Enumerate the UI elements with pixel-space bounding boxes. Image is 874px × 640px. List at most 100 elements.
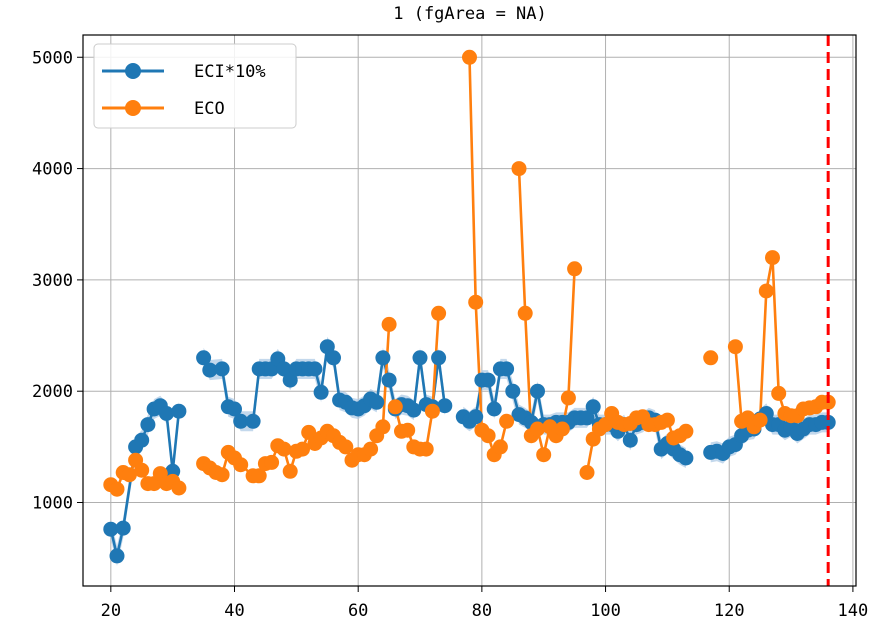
- data-point-eco: [264, 454, 280, 470]
- data-point-eci: [437, 398, 453, 414]
- data-point-eco: [598, 417, 613, 433]
- data-point-eco: [703, 350, 719, 366]
- data-point-eco: [560, 390, 576, 406]
- legend: ECI*10% ECO: [93, 43, 297, 129]
- data-point-eci: [326, 350, 341, 366]
- data-point-eci: [245, 413, 261, 429]
- data-point-eci: [307, 361, 323, 377]
- legend-marker-eco: [125, 100, 141, 116]
- x-tick-label: 40: [224, 601, 244, 621]
- data-point-eci: [276, 361, 292, 377]
- y-tick-label: 1000: [32, 494, 73, 514]
- data-point-eci: [109, 548, 125, 564]
- data-point-eco: [233, 457, 249, 473]
- data-point-eci: [214, 361, 230, 377]
- data-point-eci: [412, 350, 428, 366]
- data-point-eci: [579, 410, 595, 426]
- legend-label-eco: ECO: [194, 99, 225, 119]
- data-point-eci: [585, 399, 601, 415]
- series-line-eco: [517, 168, 576, 457]
- data-point-eci: [381, 372, 397, 388]
- series-line-eco: [468, 57, 508, 457]
- x-tick-label: 80: [472, 601, 492, 621]
- chart-title: 1 (fgArea = NA): [393, 4, 547, 24]
- data-point-eci: [319, 339, 335, 355]
- data-point-eco: [276, 441, 292, 457]
- data-point-eco: [400, 422, 416, 438]
- data-point-eci: [505, 383, 521, 399]
- data-point-eco: [659, 412, 675, 428]
- y-tick-label: 4000: [32, 160, 73, 180]
- data-point-eci: [678, 450, 694, 466]
- axis-ticks: 20 40 60 80 100 120 140 1000 2000 3000 4000 5000: [32, 48, 868, 621]
- x-tick-label: 20: [101, 601, 121, 621]
- data-point-eco: [251, 468, 267, 484]
- data-point-eci: [622, 432, 638, 448]
- data-point-eco: [480, 428, 496, 444]
- data-point-eci: [313, 384, 329, 400]
- data-point-eco: [363, 441, 379, 457]
- data-point-eci: [140, 417, 156, 433]
- data-point-eci: [196, 350, 212, 366]
- data-point-eco: [121, 467, 137, 483]
- data-point-eci: [468, 409, 484, 425]
- data-point-eci: [115, 520, 131, 536]
- y-tick-label: 2000: [32, 382, 73, 402]
- data-point-eco: [771, 385, 787, 401]
- series-markers: [103, 49, 836, 564]
- y-tick-label: 3000: [32, 271, 73, 291]
- data-point-eci: [103, 521, 119, 537]
- data-point-eco: [579, 465, 595, 480]
- data-point-eco: [752, 412, 768, 428]
- data-point-eci: [171, 403, 187, 419]
- data-point-eco: [282, 463, 298, 479]
- data-point-eco: [499, 413, 515, 429]
- data-point-eci: [375, 350, 391, 366]
- data-point-eci: [431, 350, 447, 366]
- data-point-eco: [381, 316, 397, 332]
- data-point-eco: [418, 441, 434, 457]
- data-point-eci: [480, 372, 496, 388]
- data-point-eci: [202, 362, 218, 378]
- legend-label-eci: ECI*10%: [194, 62, 266, 82]
- data-point-eco: [727, 339, 743, 355]
- data-point-eco: [424, 403, 440, 419]
- data-point-eco: [554, 421, 570, 437]
- data-point-eco: [468, 294, 484, 310]
- data-point-eco: [295, 441, 310, 457]
- data-point-eco: [765, 250, 780, 266]
- plot-frame: [82, 34, 857, 587]
- data-point-eco: [301, 424, 317, 440]
- y-tick-label: 5000: [32, 48, 73, 68]
- x-tick-label: 140: [838, 601, 869, 621]
- data-point-eco: [109, 481, 125, 497]
- data-point-eco: [517, 305, 533, 321]
- data-point-eco: [214, 467, 230, 483]
- data-point-eco: [492, 439, 508, 455]
- data-point-eci: [134, 432, 150, 448]
- data-point-eci: [486, 401, 502, 417]
- data-point-eci: [369, 394, 385, 410]
- data-point-eci: [159, 406, 174, 421]
- data-point-eco: [758, 283, 774, 299]
- data-point-eco: [530, 421, 545, 437]
- data-point-eci: [499, 361, 515, 377]
- data-point-eco: [338, 439, 354, 455]
- data-point-eco: [134, 462, 150, 478]
- data-point-eco: [171, 480, 187, 496]
- data-point-eco: [375, 419, 391, 435]
- x-tick-label: 60: [348, 601, 368, 621]
- data-point-eco: [431, 305, 447, 321]
- data-point-eci: [406, 402, 422, 418]
- data-point-eci: [530, 383, 545, 399]
- x-tick-label: 120: [714, 601, 745, 621]
- x-tick-label: 100: [590, 601, 621, 621]
- data-point-eco: [462, 49, 477, 65]
- data-point-eco: [678, 423, 694, 439]
- data-point-eco: [387, 399, 403, 415]
- legend-marker-eci: [125, 63, 141, 79]
- data-point-eci: [282, 372, 298, 388]
- data-point-eci: [233, 413, 249, 429]
- data-point-eci: [227, 401, 242, 417]
